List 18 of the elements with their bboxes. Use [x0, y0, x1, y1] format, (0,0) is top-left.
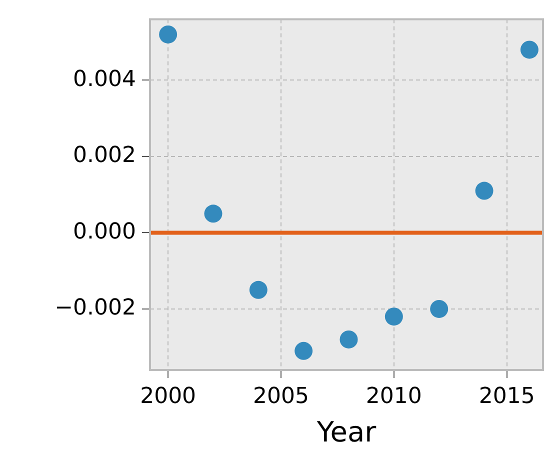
- x-tick-label: 2000: [140, 384, 196, 409]
- point: [204, 204, 222, 223]
- x-tick-label: 2015: [478, 384, 535, 409]
- point: [340, 330, 358, 348]
- point: [520, 40, 538, 59]
- y-tick-label: 0.004: [73, 66, 136, 92]
- point: [159, 25, 178, 44]
- y-tick-label: −0.002: [54, 296, 136, 321]
- point: [475, 182, 494, 200]
- y-tick-label: 0.000: [73, 219, 136, 244]
- point: [430, 300, 448, 318]
- point: [249, 280, 268, 299]
- y-tick-label: 0.002: [73, 143, 136, 168]
- point: [384, 308, 403, 326]
- point: [294, 342, 313, 360]
- x-axis-title: Year: [316, 415, 377, 448]
- x-tick-label: 2005: [253, 384, 309, 409]
- x-tick-label: 2010: [366, 384, 422, 409]
